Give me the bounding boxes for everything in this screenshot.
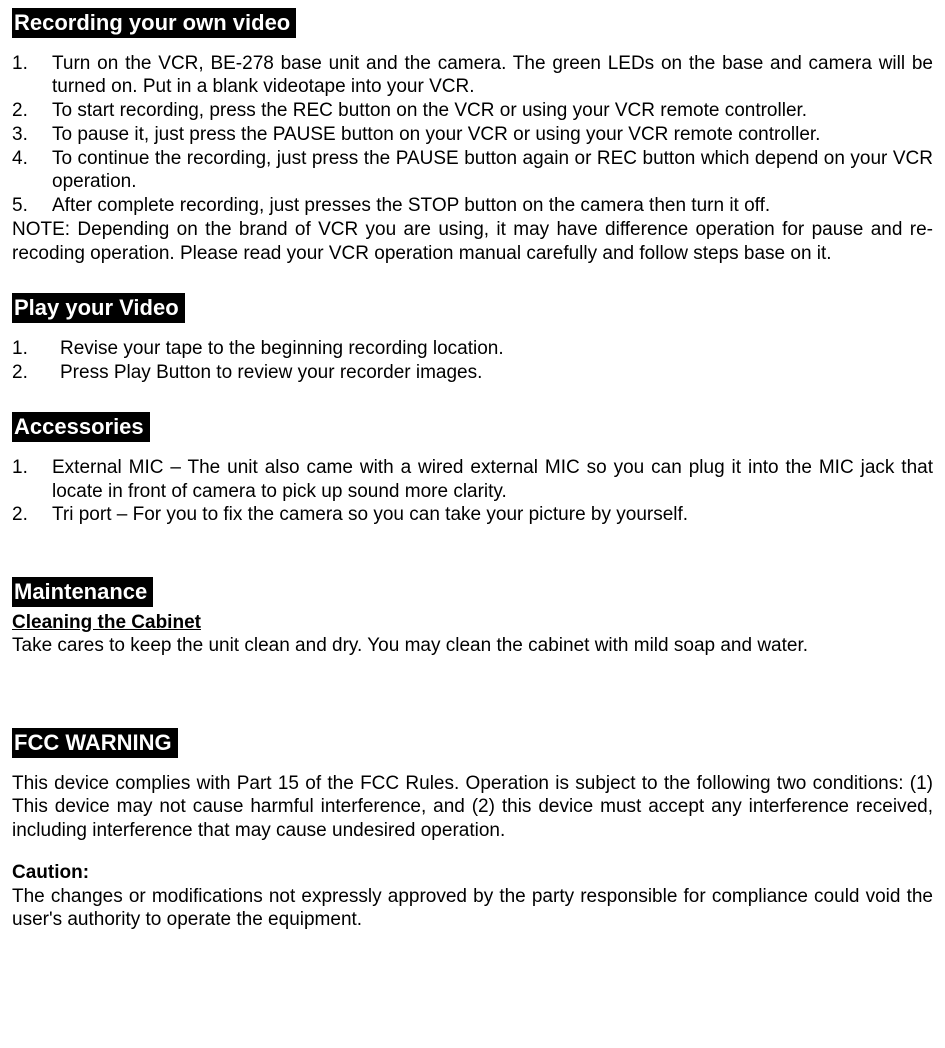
list-text: To pause it, just press the PAUSE button… — [52, 123, 933, 147]
list-item: 1.Revise your tape to the beginning reco… — [12, 337, 933, 361]
list-item: 2.Tri port – For you to fix the camera s… — [12, 503, 933, 527]
heading-recording: Recording your own video — [12, 8, 296, 38]
maintenance-text: Take cares to keep the unit clean and dr… — [12, 634, 933, 658]
list-item: 2.Press Play Button to review your recor… — [12, 361, 933, 385]
list-item: 3.To pause it, just press the PAUSE butt… — [12, 123, 933, 147]
list-number: 1. — [12, 337, 60, 361]
heading-maintenance: Maintenance — [12, 577, 153, 607]
list-number: 1. — [12, 456, 52, 504]
list-number: 1. — [12, 52, 52, 100]
list-text: Press Play Button to review your recorde… — [60, 361, 933, 385]
list-item: 1.Turn on the VCR, BE-278 base unit and … — [12, 52, 933, 100]
list-number: 4. — [12, 147, 52, 195]
list-number: 3. — [12, 123, 52, 147]
list-text: To continue the recording, just press th… — [52, 147, 933, 195]
list-item: 1.External MIC – The unit also came with… — [12, 456, 933, 504]
list-text: Turn on the VCR, BE-278 base unit and th… — [52, 52, 933, 100]
list-text: External MIC – The unit also came with a… — [52, 456, 933, 504]
fcc-caution-text: The changes or modifications not express… — [12, 885, 933, 933]
list-text: To start recording, press the REC button… — [52, 99, 933, 123]
list-item: 5.After complete recording, just presses… — [12, 194, 933, 218]
fcc-paragraph: This device complies with Part 15 of the… — [12, 772, 933, 843]
heading-accessories: Accessories — [12, 412, 150, 442]
recording-list: 1.Turn on the VCR, BE-278 base unit and … — [12, 52, 933, 218]
heading-fcc: FCC WARNING — [12, 728, 178, 758]
accessories-list: 1.External MIC – The unit also came with… — [12, 456, 933, 527]
list-text: Revise your tape to the beginning record… — [60, 337, 933, 361]
list-number: 2. — [12, 503, 52, 527]
heading-play: Play your Video — [12, 293, 185, 323]
list-item: 4.To continue the recording, just press … — [12, 147, 933, 195]
fcc-caution-label: Caution: — [12, 861, 933, 885]
list-item: 2.To start recording, press the REC butt… — [12, 99, 933, 123]
list-text: After complete recording, just presses t… — [52, 194, 933, 218]
play-list: 1.Revise your tape to the beginning reco… — [12, 337, 933, 385]
list-number: 2. — [12, 361, 60, 385]
recording-note: NOTE: Depending on the brand of VCR you … — [12, 218, 933, 266]
list-number: 2. — [12, 99, 52, 123]
list-number: 5. — [12, 194, 52, 218]
maintenance-subheading: Cleaning the Cabinet — [12, 611, 933, 635]
list-text: Tri port – For you to fix the camera so … — [52, 503, 933, 527]
